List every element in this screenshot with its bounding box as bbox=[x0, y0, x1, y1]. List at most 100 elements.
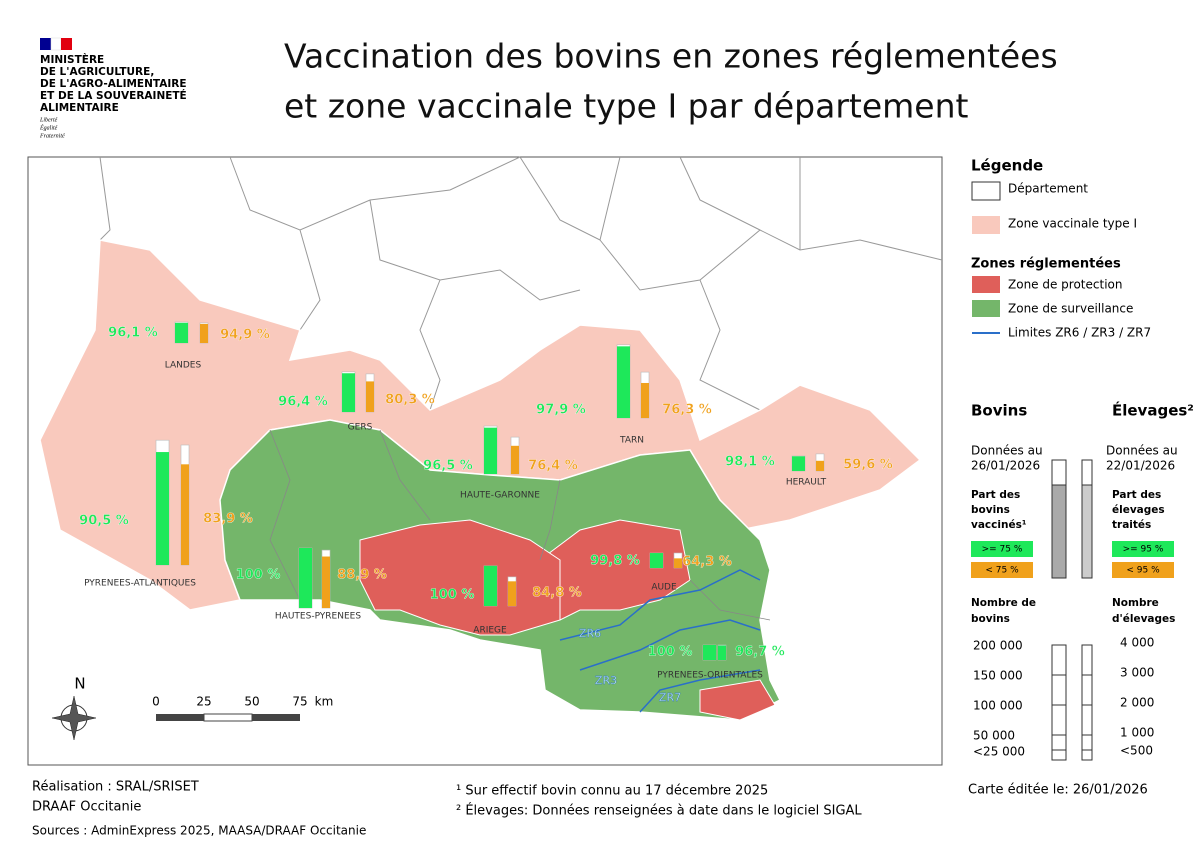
legend: Légende Département Zone vaccinale type … bbox=[971, 157, 1194, 761]
swatch bbox=[972, 216, 1000, 234]
elevages-treated bbox=[816, 460, 824, 471]
footer-text: Sources : AdminExpress 2025, MAASA/DRAAF… bbox=[32, 824, 366, 838]
border bbox=[269, 429, 301, 601]
zone-label: ZR7 bbox=[659, 691, 681, 704]
zr-line bbox=[559, 569, 761, 641]
scale-label: 50 bbox=[244, 695, 259, 709]
bovins-label: 100 % bbox=[648, 645, 693, 660]
bovins-vaccinated bbox=[617, 346, 630, 418]
bovins-label: 96,4 % bbox=[278, 395, 328, 410]
scale-label: <500 bbox=[1120, 744, 1153, 758]
motto: Égalité bbox=[39, 123, 58, 131]
department-name: PYRENEES-ORIENTALES bbox=[657, 671, 763, 681]
elevages-treated bbox=[641, 382, 649, 418]
bovins-vaccinated bbox=[703, 645, 716, 660]
legend-item: Limites ZR6 / ZR3 / ZR7 bbox=[1008, 326, 1151, 340]
department-borders bbox=[99, 156, 943, 411]
compass: N bbox=[51, 675, 97, 741]
department-name: HAUTE-GARONNE bbox=[460, 491, 540, 501]
footnote: ² Élevages: Données renseignées à date d… bbox=[456, 803, 862, 819]
elevages-label: 88,9 % bbox=[337, 568, 387, 583]
legend-item: < 75 % bbox=[985, 566, 1019, 576]
legend-item: >= 75 % bbox=[982, 545, 1023, 555]
legend-item: bovins bbox=[971, 504, 1010, 516]
elevages-treated bbox=[200, 323, 208, 343]
bovins-vaccinated bbox=[342, 373, 355, 412]
scale-label: 4 000 bbox=[1120, 636, 1154, 650]
elevages-label: 80,3 % bbox=[385, 393, 435, 408]
department-name: PYRENEES-ATLANTIQUES bbox=[84, 579, 196, 589]
ministry-line: MINISTÈRE bbox=[40, 53, 104, 66]
scale-label: 25 bbox=[196, 695, 211, 709]
border bbox=[229, 156, 521, 231]
scale-label: 150 000 bbox=[973, 669, 1023, 683]
zone-protection bbox=[699, 679, 776, 721]
legend-title: Légende bbox=[971, 157, 1043, 175]
bovins-vaccinated bbox=[650, 553, 663, 568]
ministry-line: ET DE LA SOUVERAINETÉ bbox=[40, 89, 187, 102]
elevages-treated bbox=[366, 381, 374, 412]
bovins-label: 90,5 % bbox=[79, 514, 129, 529]
legend-item: traités bbox=[1112, 519, 1151, 531]
bovins-vaccinated bbox=[792, 456, 805, 471]
legend-item: Zone de protection bbox=[1008, 278, 1122, 292]
ministry-line: DE L'AGRO-ALIMENTAIRE bbox=[40, 78, 187, 90]
scale-bar: 0 25 50 75 km bbox=[152, 695, 333, 722]
flag-blue bbox=[40, 38, 51, 50]
border bbox=[299, 229, 321, 331]
border bbox=[379, 429, 431, 521]
department-name: LANDES bbox=[165, 361, 202, 371]
scale-label: 75 bbox=[292, 695, 307, 709]
bovins-vaccinated bbox=[484, 565, 497, 606]
border bbox=[419, 279, 441, 411]
flag-white bbox=[50, 37, 62, 51]
legend-item: Nombre de bbox=[971, 597, 1036, 609]
swatch bbox=[971, 181, 1001, 201]
ministry-line: ALIMENTAIRE bbox=[40, 102, 119, 114]
swatch bbox=[1112, 562, 1174, 578]
bovins-vaccinated bbox=[484, 427, 497, 474]
scale-seg bbox=[203, 713, 253, 722]
elevages-label: 94,9 % bbox=[220, 328, 270, 343]
elevages-treated bbox=[322, 556, 330, 608]
north-label: N bbox=[74, 675, 85, 693]
legend-item: vaccinés¹ bbox=[971, 519, 1027, 531]
legend-item: Nombre bbox=[1112, 597, 1159, 609]
legend-subtitle: Élevages² bbox=[1112, 401, 1194, 420]
title: Vaccination des bovins en zones réglemen… bbox=[284, 37, 1058, 76]
border bbox=[519, 156, 621, 241]
scale-unit: km bbox=[315, 695, 334, 709]
legend-item: Données au bbox=[971, 444, 1043, 458]
bovins-label: 96,5 % bbox=[423, 459, 473, 474]
flag-red bbox=[61, 38, 72, 50]
elevages-label: 83,9 % bbox=[203, 512, 253, 527]
department-bars: 96,1 % 94,9 % LANDES 96,4 % 80,3 % GERS 96,5 %… bbox=[79, 321, 893, 681]
swatch bbox=[971, 541, 1033, 557]
bovins-label: 100 % bbox=[236, 568, 281, 583]
border bbox=[539, 479, 561, 561]
map: ZR6 ZR3 ZR7 96,1 % 94,9 % LANDES 96,4 % 80,3… bbox=[27, 156, 943, 766]
legend-item: Zone vaccinale type I bbox=[1008, 217, 1137, 231]
scale-label: 200 000 bbox=[973, 639, 1023, 653]
elevages-treated bbox=[674, 558, 682, 568]
legend-scale-bar bbox=[1051, 644, 1067, 761]
elevages-label: 84,8 % bbox=[532, 586, 582, 601]
elevages-label: 96,7 % bbox=[735, 645, 785, 660]
motto: Fraternité bbox=[39, 133, 65, 139]
zone-label: ZR3 bbox=[595, 674, 617, 687]
legend-item: 26/01/2026 bbox=[971, 459, 1040, 473]
border bbox=[679, 156, 761, 231]
compass-star bbox=[51, 695, 97, 741]
legend-item: < 95 % bbox=[1126, 566, 1160, 576]
bovins-label: 99,8 % bbox=[590, 554, 640, 569]
legend-subtitle: Bovins bbox=[971, 402, 1027, 420]
scale-label: <25 000 bbox=[973, 745, 1025, 759]
zone-label: ZR6 bbox=[579, 627, 601, 640]
border bbox=[699, 279, 761, 411]
scale-label: 0 bbox=[152, 695, 160, 709]
legend-item: Part des bbox=[971, 489, 1020, 501]
legend-subtitle: Zones réglementées bbox=[971, 257, 1121, 272]
footnote: ¹ Sur effectif bovin connu au 17 décembr… bbox=[456, 784, 768, 799]
legend-item: Données au bbox=[1106, 444, 1178, 458]
